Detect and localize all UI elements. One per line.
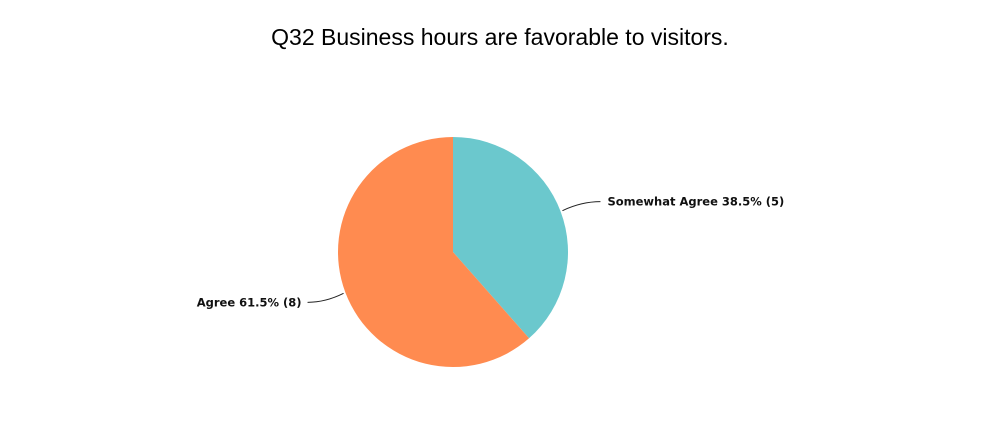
pie-slice-somewhat-agree — [453, 137, 568, 339]
pie-slice-agree — [337, 136, 530, 367]
leader-line — [562, 201, 601, 212]
leader-line — [307, 292, 344, 303]
chart-title: Q32 Business hours are favorable to visi… — [271, 24, 729, 50]
slice-label: Agree 61.5% (8) — [197, 295, 302, 309]
slice-label: Somewhat Agree 38.5% (5) — [607, 195, 784, 209]
